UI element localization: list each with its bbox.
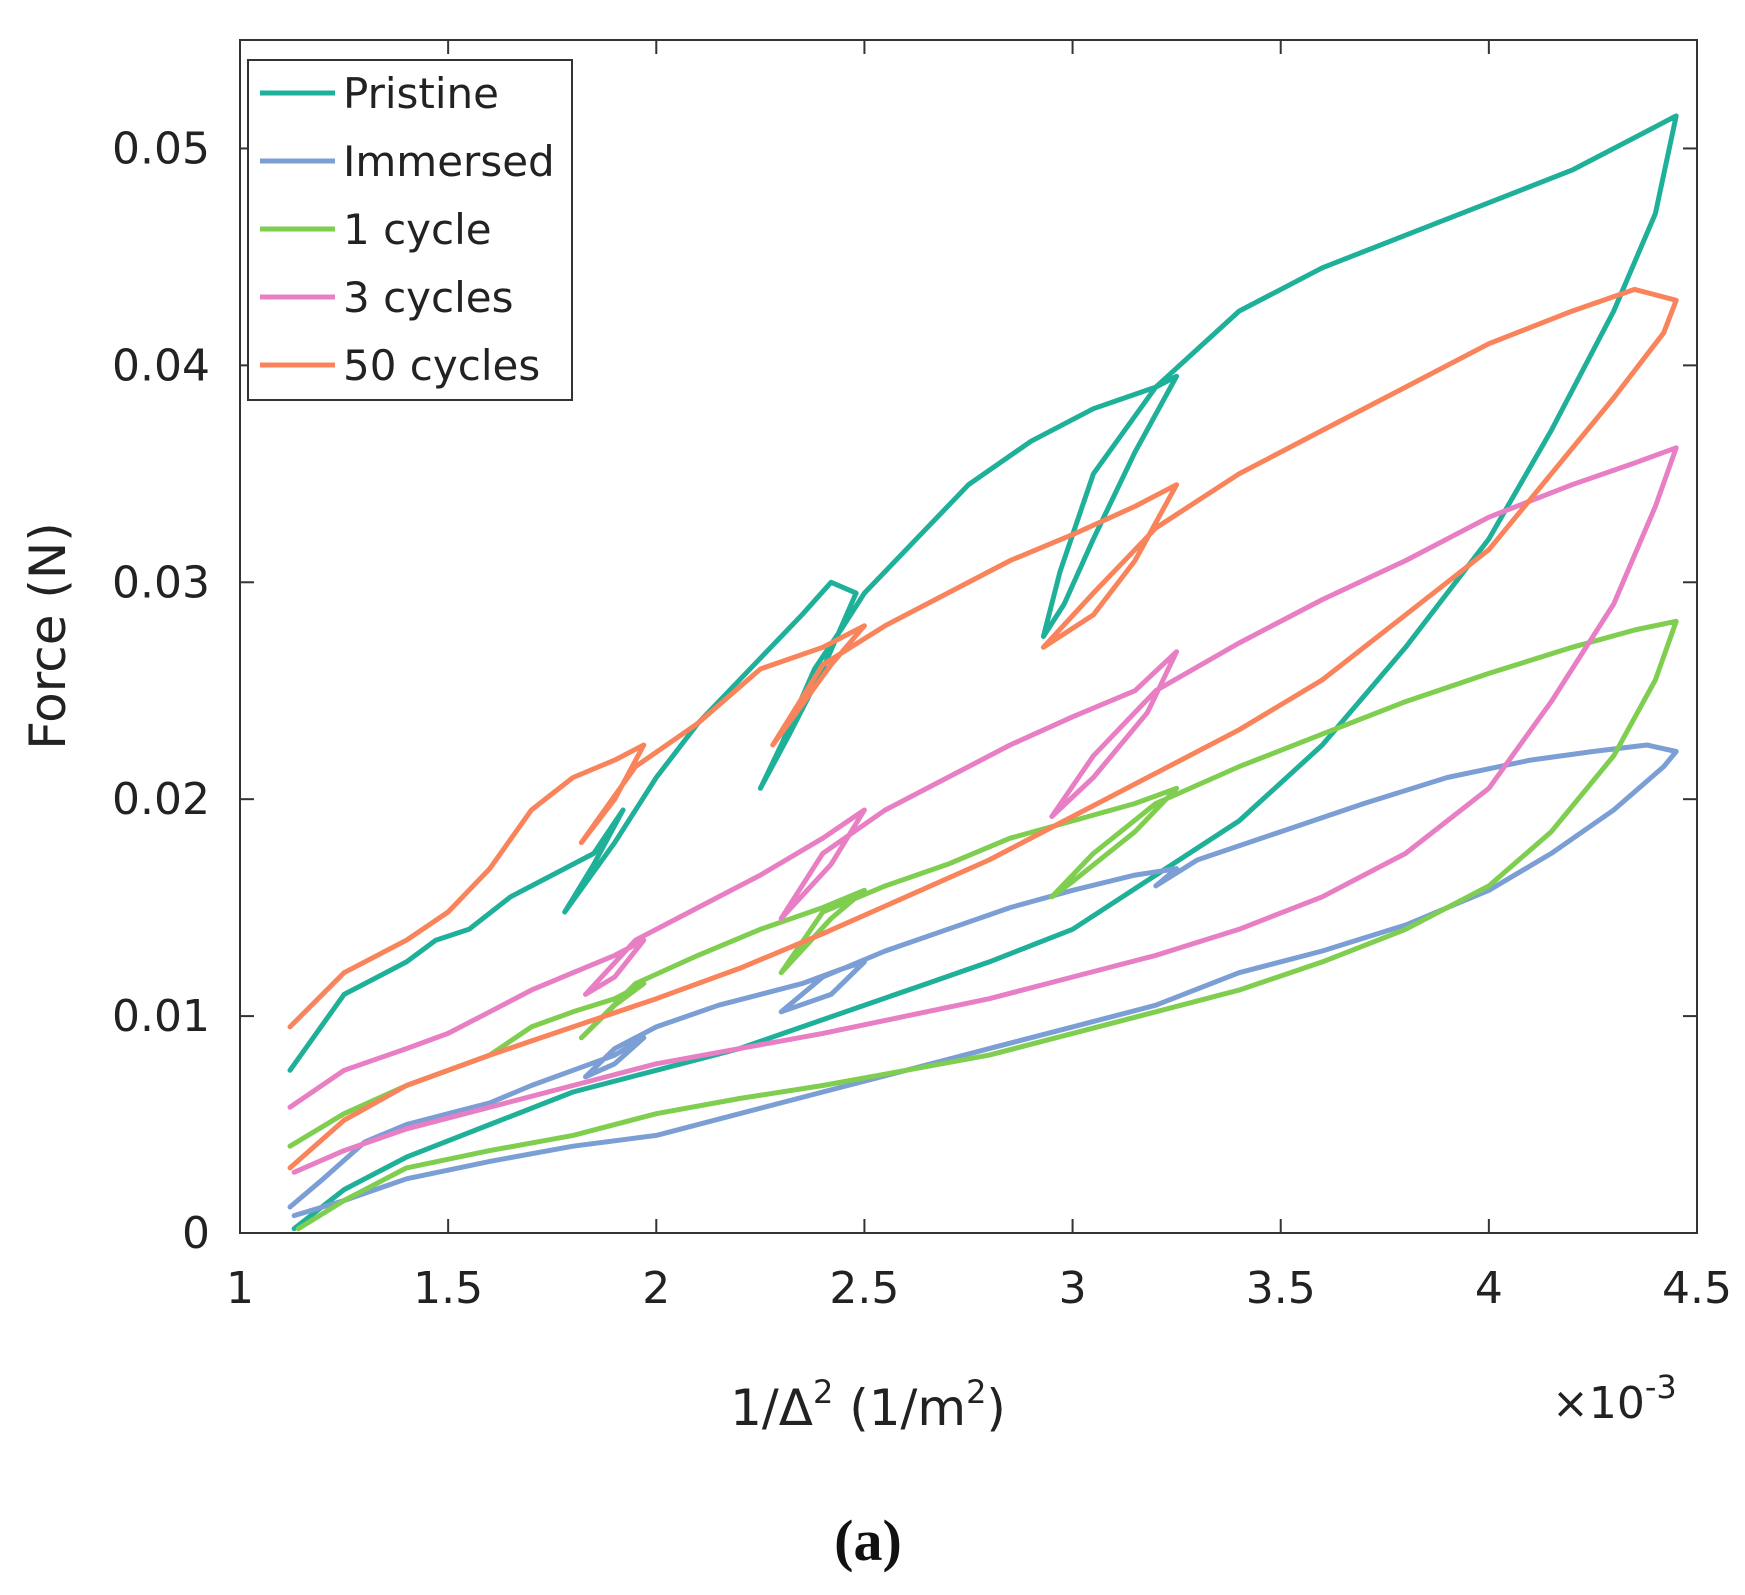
series-line-1-cycle bbox=[287, 618, 1679, 1232]
legend-item-50-cycles: 50 cycles bbox=[260, 341, 540, 390]
legend-label-immersed: Immersed bbox=[343, 137, 555, 186]
legend-item-pristine: Pristine bbox=[260, 69, 499, 118]
y-tick-label: 0.02 bbox=[112, 774, 210, 825]
x-axis-title-unit-close: ) bbox=[986, 1379, 1006, 1437]
legend-label-pristine: Pristine bbox=[343, 69, 499, 118]
legend-label-50-cycles: 50 cycles bbox=[343, 341, 540, 390]
x-axis-title: 1/Δ2 (1/m2) bbox=[730, 1373, 1006, 1437]
panel-label: (a) bbox=[834, 1508, 902, 1573]
x-tick-label: 4.5 bbox=[1662, 1263, 1732, 1314]
legend-item-1-cycle: 1 cycle bbox=[260, 205, 492, 254]
legend-label-3-cycles: 3 cycles bbox=[343, 273, 514, 322]
series-line-pristine bbox=[287, 113, 1679, 1232]
x-tick-label: 1.5 bbox=[413, 1263, 483, 1314]
x-axis-title-main: 1/Δ bbox=[730, 1379, 813, 1437]
x-multiplier: ×10-3 bbox=[1552, 1368, 1677, 1429]
series-line-50-cycles bbox=[287, 286, 1679, 1171]
y-tick-label: 0.05 bbox=[112, 123, 210, 174]
x-tick-label: 2 bbox=[642, 1263, 670, 1314]
x-tick-label: 3 bbox=[1059, 1263, 1087, 1314]
y-tick-label: 0.01 bbox=[112, 991, 210, 1042]
ticks-group: 1 1.5 2 2.5 3 3.5 4 4.5 0 0.01 0.02 0.03 0.04 0.05 bbox=[112, 40, 1732, 1314]
legend-label-1-cycle: 1 cycle bbox=[343, 205, 492, 254]
x-multiplier-exp: -3 bbox=[1645, 1368, 1677, 1406]
x-tick-label: 3.5 bbox=[1246, 1263, 1316, 1314]
y-tick-label: 0.04 bbox=[112, 340, 210, 391]
x-tick-label: 1 bbox=[226, 1263, 254, 1314]
series-line-immersed bbox=[287, 742, 1679, 1219]
plot-frame bbox=[239, 39, 1698, 1234]
x-tick-label: 4 bbox=[1475, 1263, 1503, 1314]
legend: Pristine Immersed 1 cycle 3 cycles 50 cy… bbox=[247, 59, 573, 401]
series-group bbox=[287, 113, 1679, 1232]
legend-item-3-cycles: 3 cycles bbox=[260, 273, 514, 322]
x-axis-title-unit-sup: 2 bbox=[966, 1373, 986, 1411]
x-tick-label: 2.5 bbox=[829, 1263, 899, 1314]
x-axis-title-sup: 2 bbox=[813, 1373, 833, 1411]
y-tick-label: 0.03 bbox=[112, 557, 210, 608]
y-axis-title: Force (N) bbox=[19, 522, 77, 750]
x-axis-title-unit-open: (1/m bbox=[833, 1379, 966, 1437]
x-multiplier-prefix: ×10 bbox=[1552, 1378, 1645, 1429]
legend-item-immersed: Immersed bbox=[260, 137, 555, 186]
y-tick-label: 0 bbox=[182, 1208, 210, 1259]
series-line-3-cycles bbox=[287, 445, 1679, 1175]
